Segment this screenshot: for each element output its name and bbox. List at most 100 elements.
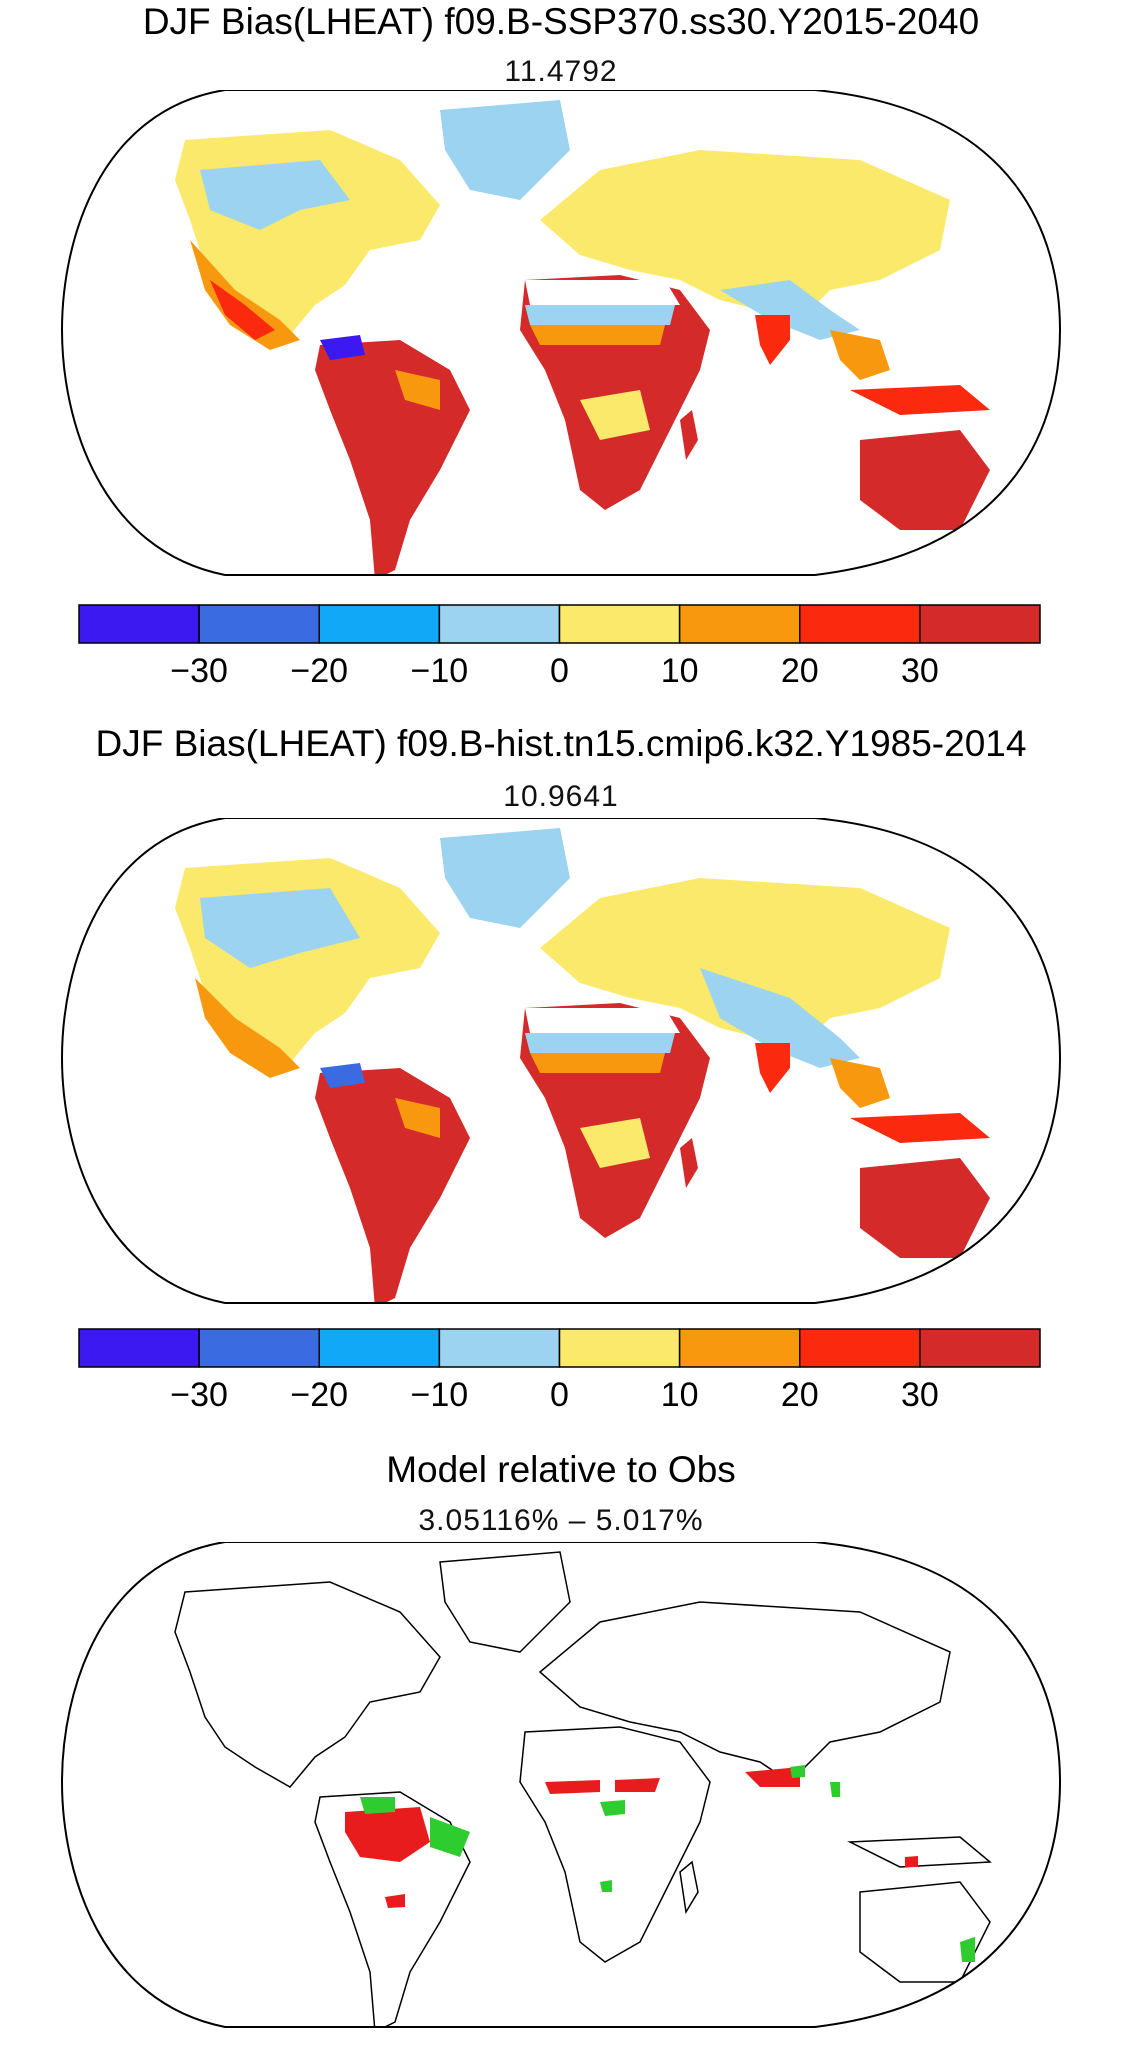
south-america-orange xyxy=(395,370,440,410)
south-america-coast xyxy=(314,1791,471,2027)
colorbar-tick-label: 30 xyxy=(901,652,939,690)
india-worse-patch xyxy=(745,1767,800,1787)
panel1-title: DJF Bias(LHEAT) f09.B-SSP370.ss30.Y2015-… xyxy=(142,1,980,42)
colorbar-swatch xyxy=(318,1328,441,1368)
panel1-rmse-value: 11.4792 xyxy=(504,55,618,88)
north-america-blue-band xyxy=(200,160,350,230)
south-america-region xyxy=(315,340,470,575)
eurasia-blue-band xyxy=(700,968,860,1068)
sahel-worse-patch-2 xyxy=(615,1778,660,1792)
colorbar-swatch xyxy=(318,604,441,644)
eurasia-blue-band xyxy=(720,280,860,340)
se-asia-better xyxy=(830,1782,840,1797)
australia-region xyxy=(860,1158,990,1258)
indonesia-coast xyxy=(847,1836,992,1868)
colorbar-swatch xyxy=(678,1328,801,1368)
panel2-title: DJF Bias(LHEAT) f09.B-hist.tn15.cmip6.k3… xyxy=(95,723,1027,764)
colorbar-tick-label: 30 xyxy=(901,1376,939,1414)
panel3-percent-range: 3.05116% – 5.017% xyxy=(418,1504,704,1537)
southern-africa-better xyxy=(600,1880,612,1892)
panel2-map-frame xyxy=(60,818,1062,1304)
brazil-better-patch xyxy=(430,1817,470,1857)
colorbar-swatch xyxy=(799,1328,921,1368)
colorbar-swatch xyxy=(78,1328,200,1368)
colorbar-swatch xyxy=(438,1328,561,1368)
southern-africa-yellow xyxy=(580,1118,650,1168)
colorbar-tick-label: −30 xyxy=(170,652,228,690)
south-america-blue-patch xyxy=(320,1063,365,1088)
sahel-blue xyxy=(525,305,675,325)
panel3-map-frame xyxy=(60,1542,1062,2028)
colorbar-tick-label: 20 xyxy=(781,1376,819,1414)
colorbar-swatch xyxy=(438,604,561,644)
colorbar-tick-label: −20 xyxy=(290,652,348,690)
madagascar xyxy=(680,410,698,460)
colorbar-tick-label: −20 xyxy=(290,1376,348,1414)
southeast-asia xyxy=(830,1058,890,1108)
panel2-map xyxy=(60,818,1062,1304)
colorbar-tick-label: −10 xyxy=(411,1376,469,1414)
africa-coast xyxy=(519,1726,711,1963)
colorbar-swatch xyxy=(558,604,681,644)
panel2-colorbar: −30 −20 −10 0 10 20 30 xyxy=(78,1328,1041,1414)
colorbar-swatch xyxy=(799,604,921,644)
north-america-region xyxy=(175,130,440,335)
north-america-red-south xyxy=(190,240,300,350)
sahara-white xyxy=(525,280,680,305)
eurasia-region xyxy=(540,878,950,1058)
australia-better xyxy=(960,1937,975,1962)
panel1-map-frame xyxy=(60,90,1062,576)
east-africa-better-patch xyxy=(600,1800,625,1816)
north-america-red-south xyxy=(195,978,300,1078)
indonesia xyxy=(850,385,990,415)
south-america-orange xyxy=(395,1098,440,1138)
north-america-region xyxy=(175,858,440,1063)
south-america-south-worse xyxy=(385,1894,405,1908)
eurasia-coast xyxy=(538,1601,951,1783)
sahel-orange xyxy=(530,325,665,345)
colorbar-swatch xyxy=(919,604,1041,644)
south-america-blue-patch xyxy=(320,335,365,360)
sahel-worse-patch xyxy=(545,1780,600,1794)
colorbar-swatch xyxy=(558,1328,681,1368)
colorbar-swatch xyxy=(198,604,320,644)
colorbar-tick-label: −10 xyxy=(411,652,469,690)
colorbar-tick-label: 10 xyxy=(661,1376,699,1414)
indonesia xyxy=(850,1113,990,1143)
panel3-title: Model relative to Obs xyxy=(386,1449,736,1490)
sahel-orange xyxy=(530,1053,665,1073)
indonesia-worse xyxy=(905,1856,918,1867)
amazon-worse-patch xyxy=(345,1807,430,1862)
greenland-region xyxy=(440,828,570,928)
southern-africa-yellow xyxy=(580,390,650,440)
north-america-blue-band xyxy=(200,888,360,968)
india-region xyxy=(755,1043,790,1093)
colorbar-swatch xyxy=(919,1328,1041,1368)
north-america-coast xyxy=(174,1581,441,1788)
colorbar-swatch xyxy=(78,604,200,644)
south-america-region xyxy=(315,1068,470,1303)
panel1-map xyxy=(60,90,1062,576)
india-region xyxy=(755,315,790,365)
colorbar-tick-label: −30 xyxy=(170,1376,228,1414)
central-america-red xyxy=(210,280,275,340)
sahara-white xyxy=(525,1008,680,1033)
panel1-colorbar: −30 −20 −10 0 10 20 30 xyxy=(78,604,1041,690)
panel2-rmse-value: 10.9641 xyxy=(503,780,619,813)
colorbar-swatch xyxy=(678,604,801,644)
greenland-coast xyxy=(439,1551,571,1653)
colombia-better-patch xyxy=(360,1797,395,1814)
colorbar-tick-label: 0 xyxy=(550,1376,569,1414)
colorbar-tick-label: 20 xyxy=(781,652,819,690)
colorbar-swatch xyxy=(198,1328,320,1368)
colorbar-tick-label: 10 xyxy=(661,652,699,690)
colorbar-tick-label: 0 xyxy=(550,652,569,690)
sahel-blue xyxy=(525,1033,675,1053)
madagascar xyxy=(680,1138,698,1188)
india-better-patch xyxy=(790,1765,805,1778)
greenland-region xyxy=(440,100,570,200)
australia-coast xyxy=(859,1881,991,1983)
eurasia-region xyxy=(540,150,950,330)
panel3-map xyxy=(60,1542,1062,2028)
madagascar-coast xyxy=(679,1860,699,1915)
